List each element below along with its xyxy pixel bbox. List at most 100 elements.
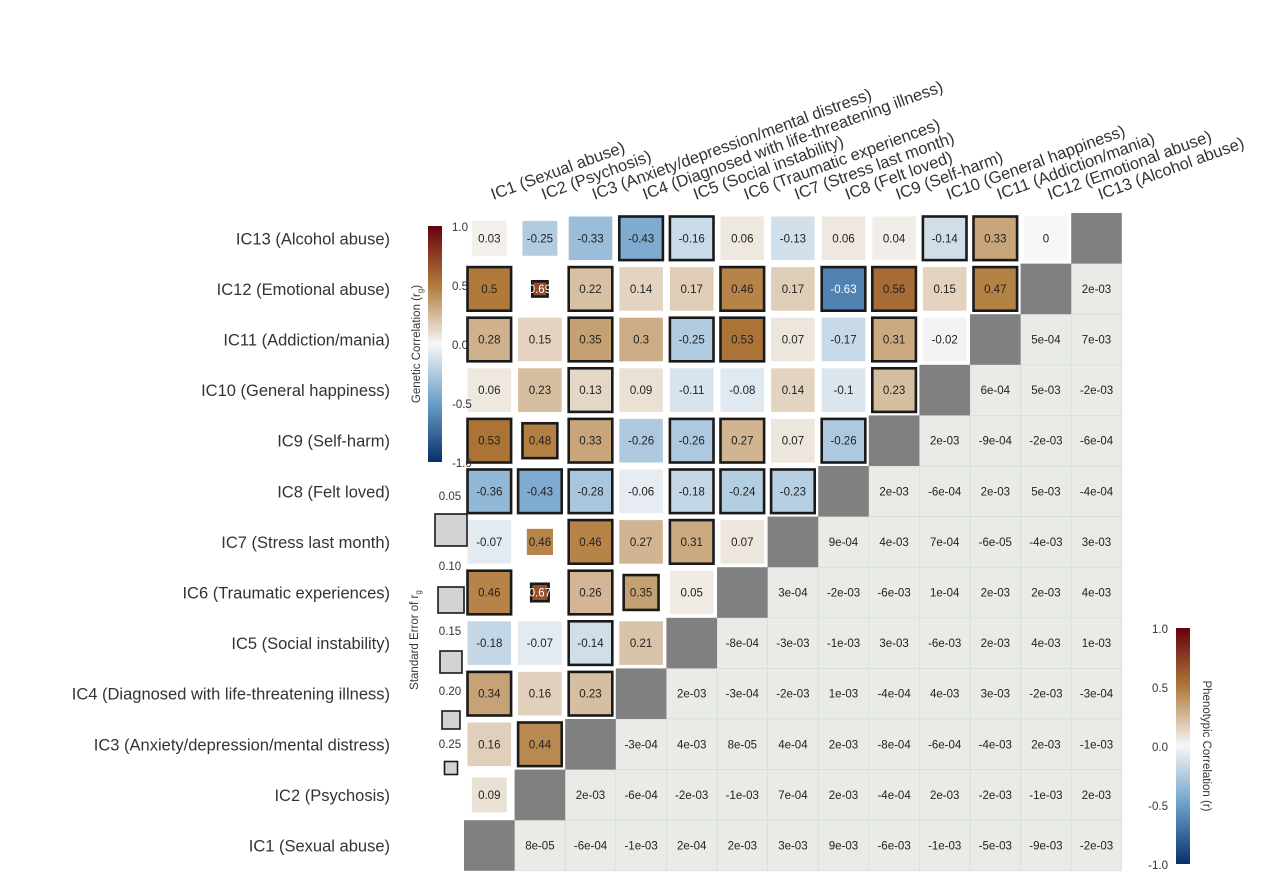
se-legend-square [437, 586, 465, 614]
phenotypic-correlation-label: -8e-04 [877, 739, 911, 751]
phenotypic-correlation-label: -1e-03 [928, 841, 961, 853]
phenotypic-correlation-label: -6e-03 [928, 638, 961, 650]
phenotypic-correlation-label: 2e-03 [677, 689, 706, 701]
genetic-correlation-label: -0.07 [527, 638, 553, 650]
genetic-correlation-square [972, 265, 1019, 313]
genetic-correlation-label: 0.46 [731, 284, 753, 296]
genetic-correlation-label: -0.28 [577, 486, 603, 498]
phenotypic-legend-tick: 0.0 [1152, 742, 1168, 754]
phenotypic-cell-bg [919, 566, 971, 619]
genetic-correlation-square [669, 368, 714, 412]
phenotypic-colorbar [1176, 628, 1190, 864]
phenotypic-correlation-label: -1e-03 [624, 841, 657, 853]
genetic-correlation-square [466, 468, 513, 515]
genetic-correlation-square [719, 316, 766, 363]
genetic-correlation-label: 0.48 [529, 436, 551, 448]
row-label: IC13 (Alcohol abuse) [236, 230, 390, 248]
genetic-correlation-square [466, 265, 513, 313]
genetic-correlation-square [518, 317, 562, 362]
phenotypic-cell-bg [716, 617, 768, 669]
phenotypic-cell-bg [817, 718, 870, 770]
genetic-correlation-label: 0.46 [478, 588, 500, 600]
phenotypic-correlation-label: -1e-03 [1029, 790, 1062, 802]
genetic-correlation-label: -0.02 [932, 335, 958, 347]
genetic-correlation-square [567, 265, 614, 313]
genetic-correlation-label: 0.35 [630, 588, 652, 600]
row-label: IC5 (Social instability) [231, 635, 390, 653]
phenotypic-correlation-label: -2e-03 [776, 689, 809, 701]
genetic-correlation-label: 0.23 [883, 385, 905, 397]
genetic-correlation-label: -0.33 [577, 233, 603, 245]
genetic-correlation-square [567, 518, 614, 565]
phenotypic-correlation-label: 6e-04 [981, 385, 1011, 397]
row-label: IC4 (Diagnosed with life-threatening ill… [72, 686, 390, 704]
phenotypic-cell-bg [969, 415, 1021, 467]
genetic-correlation-label: 0 [1043, 233, 1049, 245]
genetic-correlation-label: 0.22 [579, 284, 601, 296]
phenotypic-cell-bg [1020, 668, 1072, 720]
genetic-correlation-square [567, 316, 614, 363]
phenotypic-legend-title: Phenotypic Correlation (r) [1200, 680, 1212, 811]
phenotypic-correlation-label: 8e-05 [525, 841, 554, 853]
phenotypic-correlation-label: 2e-03 [829, 790, 858, 802]
phenotypic-cell-bg [1020, 465, 1072, 517]
phenotypic-correlation-label: 1e-04 [930, 588, 960, 600]
phenotypic-cell-bg [817, 566, 870, 619]
phenotypic-correlation-label: 2e-04 [677, 841, 707, 853]
genetic-correlation-square [617, 215, 665, 262]
genetic-correlation-square [668, 215, 715, 262]
genetic-correlation-square [467, 722, 512, 767]
phenotypic-correlation-label: -2e-03 [1080, 841, 1113, 853]
phenotypic-correlation-label: -2e-03 [1029, 436, 1062, 448]
phenotypic-cell-bg [868, 516, 920, 568]
phenotypic-correlation-label: 5e-03 [1031, 486, 1060, 498]
genetic-correlation-square [769, 468, 816, 515]
phenotypic-correlation-label: 3e-03 [1082, 537, 1111, 549]
row-label: IC9 (Self-harm) [277, 433, 390, 451]
phenotypic-cell-bg [868, 718, 920, 770]
phenotypic-correlation-label: -9e-04 [979, 436, 1013, 448]
phenotypic-correlation-label: 4e-03 [1082, 588, 1111, 600]
genetic-correlation-square [872, 216, 916, 261]
genetic-correlation-square [467, 621, 512, 665]
phenotypic-cell-bg [1020, 415, 1072, 467]
phenotypic-correlation-label: 4e-03 [1031, 638, 1060, 650]
genetic-correlation-square [821, 216, 866, 261]
genetic-correlation-square [921, 215, 968, 262]
genetic-correlation-square [668, 518, 715, 565]
se-legend-title-subscript: g [414, 590, 423, 594]
row-label: IC6 (Traumatic experiences) [182, 585, 390, 603]
phenotypic-correlation-label: 2e-03 [930, 436, 959, 448]
phenotypic-correlation-label: 2e-03 [829, 739, 858, 751]
genetic-correlation-label: -0.13 [780, 233, 806, 245]
phenotypic-correlation-label: -4e-03 [979, 739, 1012, 751]
genetic-correlation-label: 0.31 [883, 335, 905, 347]
genetic-correlation-label: -0.18 [476, 638, 502, 650]
genetic-correlation-square [466, 417, 513, 464]
genetic-correlation-label: 0.07 [731, 537, 753, 549]
genetic-correlation-square [619, 317, 663, 362]
diagonal-cell [514, 769, 566, 821]
genetic-correlation-square [516, 468, 563, 515]
phenotypic-correlation-label: 2e-03 [1082, 790, 1111, 802]
row-label: IC7 (Stress last month) [221, 534, 390, 552]
genetic-correlation-label: 0.47 [984, 284, 1006, 296]
genetic-correlation-label: 0.17 [681, 284, 703, 296]
genetic-correlation-label: -0.43 [628, 233, 654, 245]
genetic-correlation-square [720, 368, 765, 412]
phenotypic-correlation-label: -3e-03 [776, 638, 809, 650]
genetic-correlation-label: 0.27 [630, 537, 652, 549]
genetic-correlation-label: 0.14 [630, 284, 653, 296]
phenotypic-correlation-label: -3e-04 [1080, 689, 1114, 701]
genetic-correlation-square [720, 216, 765, 261]
phenotypic-correlation-label: -3e-04 [624, 739, 658, 751]
se-legend-tick: 0.10 [439, 561, 461, 573]
genetic-legend-tick: -0.5 [452, 399, 472, 411]
genetic-correlation-label: 0.28 [478, 335, 500, 347]
phenotypic-cell-bg [564, 819, 617, 872]
row-label: IC2 (Psychosis) [274, 787, 390, 805]
phenotypic-correlation-label: -4e-04 [1080, 486, 1114, 498]
phenotypic-cell-bg [1020, 718, 1072, 770]
genetic-correlation-label: 0.56 [883, 284, 905, 296]
